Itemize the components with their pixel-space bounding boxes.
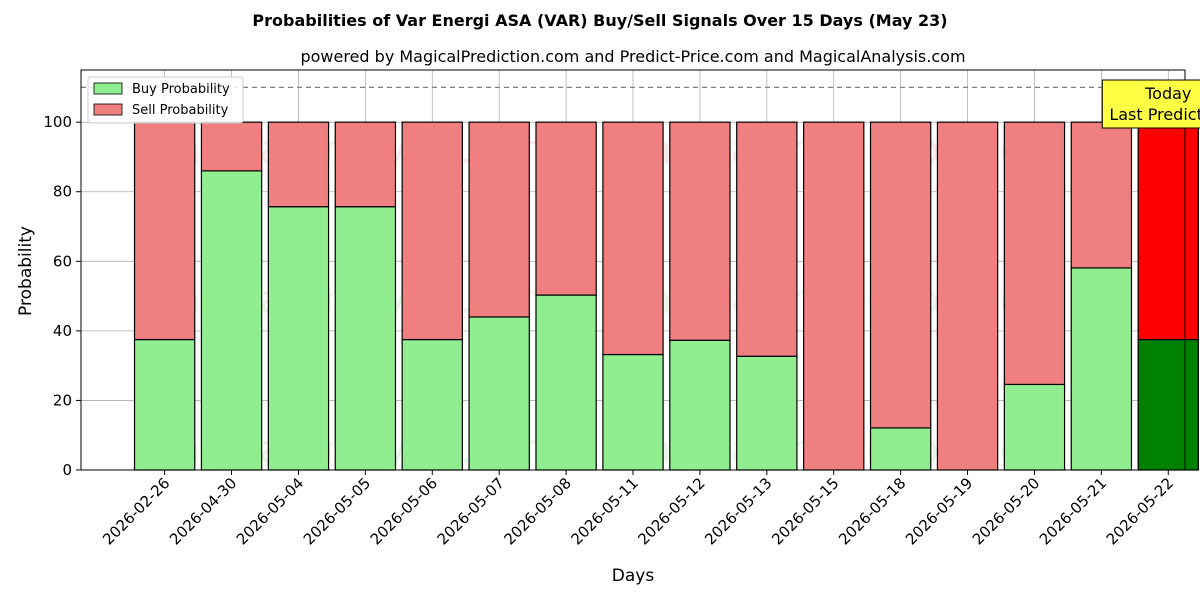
- chart-subtitle: powered by MagicalPrediction.com and Pre…: [300, 47, 965, 66]
- bar-sell-2026-05-08: [535, 121, 597, 296]
- bar-sell-2026-05-15: [803, 121, 865, 471]
- legend-sell-label: Sell Probability: [132, 103, 229, 118]
- bar-sell-2026-05-18: [869, 121, 932, 429]
- bar-buy-2026-05-13: [736, 355, 798, 471]
- annotation-box: [1101, 79, 1200, 129]
- bar-buy-2026-04-30: [200, 170, 263, 471]
- bar-buy-2026-05-06: [401, 338, 463, 471]
- y-tick-label: 60: [53, 252, 72, 270]
- bar-sell-2026-05-04: [267, 121, 330, 208]
- bar-buy-2026-05-21: [1070, 267, 1133, 471]
- chart-title: Probabilities of Var Energi ASA (VAR) Bu…: [252, 11, 947, 30]
- today-annotation: Today Last Prediction: [1101, 79, 1200, 129]
- bar-sell-2026-05-13: [736, 121, 798, 357]
- y-axis-label: Probability: [16, 226, 36, 316]
- bar-sell-2026-05-20: [1003, 121, 1066, 386]
- legend-box: [87, 76, 244, 124]
- y-tick-label: 40: [53, 322, 72, 340]
- legend-sell-swatch: [93, 103, 123, 116]
- x-axis-label: Days: [612, 566, 655, 586]
- bar-sell-2026-05-19: [936, 121, 999, 471]
- bar-buy-2026-02-26: [133, 338, 196, 471]
- bar-sell-2026-05-05: [334, 121, 397, 208]
- bar-buy-2026-05-04: [267, 206, 330, 471]
- bar-buy-2026-05-20: [1003, 383, 1066, 471]
- legend-buy-label: Buy Probability: [132, 82, 230, 97]
- bar-sell-2026-05-22: [1137, 121, 1199, 341]
- bar-sell-2026-05-11: [602, 121, 664, 356]
- annotation-line-today: Today: [1144, 84, 1191, 103]
- bars-layer: [133, 121, 1199, 471]
- bar-sell-2026-04-30: [200, 121, 263, 172]
- legend-buy-swatch: [93, 82, 123, 95]
- bar-buy-2026-05-07: [468, 316, 530, 471]
- bar-buy-2026-05-11: [602, 353, 664, 471]
- bar-buy-2026-05-22: [1137, 338, 1199, 471]
- bar-sell-2026-02-26: [133, 121, 196, 341]
- y-tick-label: 80: [53, 183, 72, 201]
- bar-sell-2026-05-07: [468, 121, 530, 318]
- y-axis: 0 20 40 60 80 100: [43, 113, 81, 479]
- y-tick-label: 20: [53, 391, 72, 409]
- legend: Buy Probability Sell Probability: [87, 76, 244, 124]
- bar-sell-2026-05-06: [401, 121, 463, 341]
- bar-buy-2026-05-18: [869, 427, 932, 471]
- annotation-line-last-prediction: Last Prediction: [1109, 105, 1200, 124]
- bar-buy-2026-05-05: [334, 206, 397, 471]
- bar-buy-2026-05-08: [535, 294, 597, 471]
- bar-buy-2026-05-12: [669, 339, 731, 471]
- y-tick-label: 0: [62, 461, 72, 479]
- y-tick-label: 100: [43, 113, 72, 131]
- bar-sell-2026-05-12: [669, 121, 731, 341]
- bar-sell-2026-05-21: [1070, 121, 1133, 269]
